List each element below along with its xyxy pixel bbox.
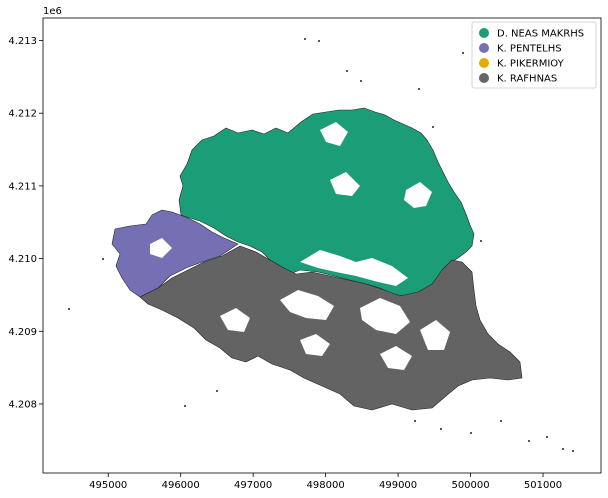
- gap-gray-center: [280, 290, 334, 320]
- legend-marker: [479, 28, 489, 38]
- fragment: [68, 308, 70, 310]
- gap-green-south: [300, 250, 408, 286]
- legend-label: K. PIKERMIOY: [497, 59, 565, 70]
- fragment: [500, 420, 502, 422]
- y-axis: 4.208 4.209 4.210 4.211 4.212 4.213: [8, 36, 43, 410]
- gap-gray-middle: [360, 298, 410, 334]
- x-tick-label: 501000: [524, 480, 562, 491]
- legend-marker: [479, 43, 489, 53]
- region-pentelhs: [111, 209, 239, 298]
- fragment: [572, 450, 574, 452]
- y-tick-label: 4.213: [8, 36, 37, 47]
- fragment: [480, 240, 482, 242]
- fragment: [546, 436, 548, 438]
- region-gaps: [150, 122, 450, 370]
- gap-purple: [150, 238, 172, 258]
- legend-marker: [479, 58, 489, 68]
- legend-box: [471, 21, 597, 89]
- legend-marker: [479, 73, 489, 83]
- x-tick-label: 496000: [162, 480, 200, 491]
- y-tick-label: 4.212: [8, 109, 37, 120]
- gap-gray-east: [420, 320, 450, 350]
- fragment: [304, 38, 306, 40]
- fragment: [346, 70, 348, 72]
- x-tick-label: 495000: [89, 480, 127, 491]
- fragment: [360, 80, 362, 82]
- gap-gray-southeast: [380, 346, 412, 370]
- x-tick-label: 498000: [307, 480, 345, 491]
- fragment: [470, 432, 472, 434]
- map-regions: [111, 107, 523, 411]
- y-tick-label: 4.210: [8, 254, 37, 265]
- y-offset-label: 1e6: [43, 6, 62, 17]
- fragment: [562, 448, 564, 450]
- fragment: [318, 40, 320, 42]
- region-neas-makrhs: [178, 107, 475, 297]
- legend: D. NEAS MAKRHS K. PENTELHS K. PIKERMIOY K. …: [471, 21, 597, 89]
- y-tick-label: 4.208: [8, 399, 37, 410]
- fragment: [102, 258, 104, 260]
- legend-label: D. NEAS MAKRHS: [497, 29, 584, 40]
- fragment: [432, 126, 434, 128]
- map-fragments: [68, 38, 574, 452]
- fragment: [440, 428, 442, 430]
- region-rafhnas: [139, 245, 523, 411]
- x-tick-label: 497000: [234, 480, 272, 491]
- x-axis: 495000 496000 497000 498000 499000 500000 5010…: [89, 473, 562, 491]
- gap-green-east: [404, 182, 432, 208]
- x-tick-label: 500000: [451, 480, 489, 491]
- gap-green-center: [330, 172, 360, 196]
- gap-gray-south: [300, 334, 330, 356]
- legend-label: K. RAFHNAS: [497, 74, 557, 85]
- y-tick-label: 4.211: [8, 181, 37, 192]
- fragment: [184, 405, 186, 407]
- legend-label: K. PENTELHS: [497, 44, 562, 55]
- gap-green-north: [320, 122, 348, 146]
- fragment: [528, 440, 530, 442]
- fragment: [216, 390, 218, 392]
- fragment: [414, 420, 416, 422]
- fragment: [418, 88, 420, 90]
- gap-gray-west: [220, 308, 250, 332]
- x-tick-label: 499000: [379, 480, 417, 491]
- fragment: [462, 52, 464, 54]
- axes-frame: [42, 17, 602, 474]
- y-tick-label: 4.209: [8, 327, 37, 338]
